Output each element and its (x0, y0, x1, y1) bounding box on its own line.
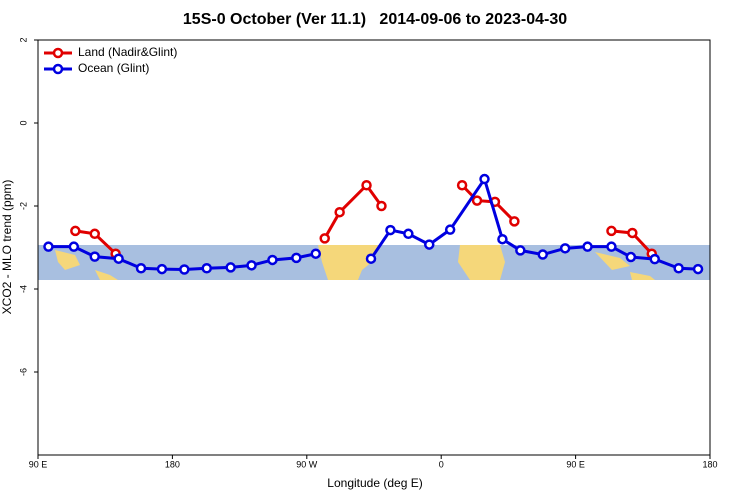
point (625, 251, 637, 263)
point (319, 233, 330, 244)
x-tick-label: 90 E (566, 459, 585, 469)
y-tick-label: -2 (18, 202, 28, 210)
point (310, 248, 322, 259)
point (559, 243, 571, 254)
point (479, 173, 490, 185)
point (471, 195, 483, 206)
point (179, 264, 190, 275)
point (649, 253, 660, 265)
point (444, 224, 456, 235)
point (291, 252, 302, 264)
map-strip (38, 245, 710, 280)
point (246, 260, 257, 271)
plot-frame (37, 39, 711, 456)
point (606, 225, 617, 237)
x-tick-label: 90 W (296, 459, 318, 469)
point (515, 245, 526, 256)
point (156, 263, 168, 275)
point (201, 263, 212, 274)
x-tick-label: 0 (439, 459, 444, 469)
point (537, 249, 548, 260)
y-axis-title: XCO2 - MLO trend (ppm) (0, 180, 14, 315)
point (692, 263, 704, 275)
point (673, 263, 684, 274)
chart-title: 15S-0 October (Ver 11.1) 2014-09-06 to 2… (183, 11, 567, 28)
point (334, 206, 345, 218)
point (68, 241, 80, 252)
legend-marker (52, 63, 64, 75)
point (424, 239, 435, 250)
x-tick-label: 90 E (29, 459, 48, 469)
point (43, 241, 54, 252)
legend-marker (52, 47, 64, 59)
point (113, 253, 124, 264)
point (627, 227, 638, 239)
point (135, 263, 147, 274)
point (267, 254, 278, 266)
x-tick-label: 180 (702, 459, 717, 469)
legend-label: Ocean (Glint) (78, 61, 149, 75)
point (497, 233, 508, 245)
y-tick-label: -4 (18, 285, 28, 293)
point (361, 180, 372, 191)
point (606, 241, 617, 252)
point (89, 251, 100, 262)
x-tick-label: 180 (165, 459, 180, 469)
point (385, 224, 396, 236)
point (376, 200, 387, 212)
y-tick-label: 0 (18, 120, 28, 125)
point (365, 253, 377, 264)
y-tick-label: -6 (18, 368, 28, 376)
point (456, 180, 468, 191)
x-axis-title: Longitude (deg E) (327, 476, 422, 490)
y-tick-label: 2 (18, 37, 28, 42)
point (582, 241, 593, 252)
point (89, 228, 100, 240)
legend-label: Land (Nadir&Glint) (78, 45, 177, 59)
point (225, 262, 236, 273)
point (509, 216, 520, 227)
point (403, 228, 414, 240)
point (70, 225, 81, 237)
